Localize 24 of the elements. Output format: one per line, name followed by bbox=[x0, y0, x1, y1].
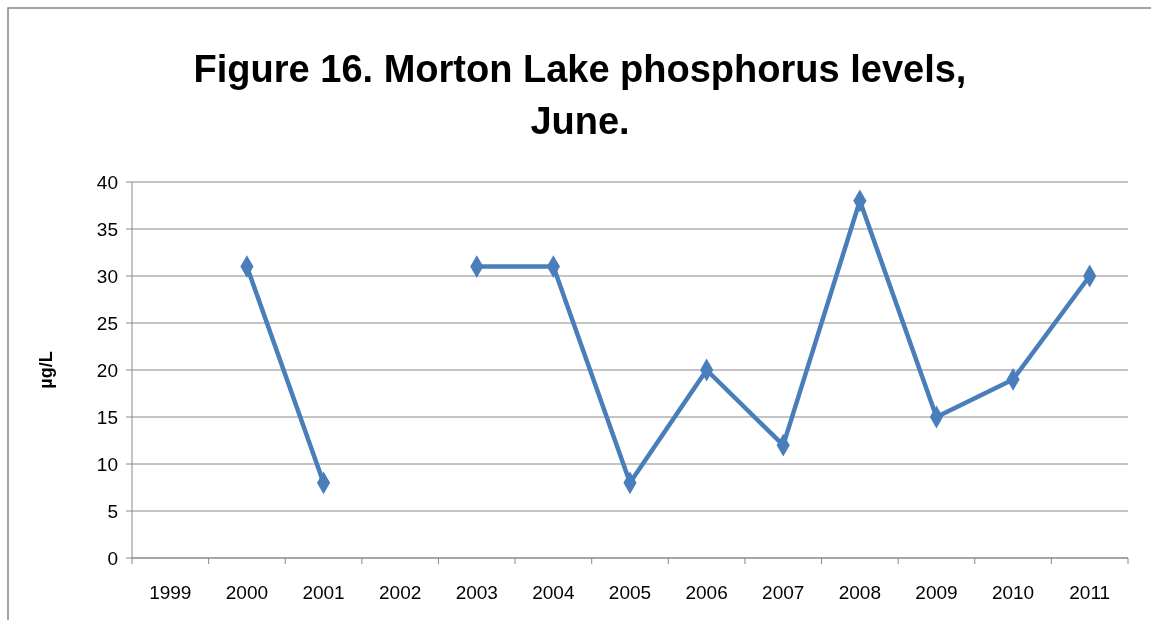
x-tick-label: 2005 bbox=[608, 582, 652, 603]
y-tick-label: 25 bbox=[96, 312, 118, 334]
y-tick-label: 35 bbox=[96, 218, 118, 240]
x-tick-label: 2003 bbox=[455, 582, 498, 603]
x-tick-label: 2007 bbox=[762, 582, 805, 603]
y-tick-label: 30 bbox=[96, 265, 118, 287]
x-tick-label: 2009 bbox=[915, 582, 958, 603]
y-axis-title: µg/L bbox=[36, 351, 56, 389]
x-tick-label: 2011 bbox=[1069, 582, 1111, 603]
x-tick-label: 2000 bbox=[225, 582, 269, 603]
y-tick-label: 5 bbox=[107, 500, 118, 522]
y-tick-label: 20 bbox=[96, 359, 118, 381]
y-tick-label: 0 bbox=[107, 547, 118, 569]
y-tick-label: 40 bbox=[96, 171, 118, 193]
x-tick-label: 1999 bbox=[149, 582, 192, 603]
y-tick-label: 15 bbox=[96, 406, 118, 428]
x-tick-label: 2008 bbox=[838, 582, 881, 603]
x-tick-label: 2010 bbox=[991, 582, 1035, 603]
x-tick-label: 2002 bbox=[379, 582, 422, 603]
x-tick-label: 2004 bbox=[532, 582, 575, 603]
x-tick-label: 2006 bbox=[685, 582, 728, 603]
chart-title: Figure 16. Morton Lake phosphorus levels, June. bbox=[193, 48, 967, 142]
x-tick-label: 2001 bbox=[302, 582, 345, 603]
y-tick-label: 10 bbox=[96, 453, 118, 475]
